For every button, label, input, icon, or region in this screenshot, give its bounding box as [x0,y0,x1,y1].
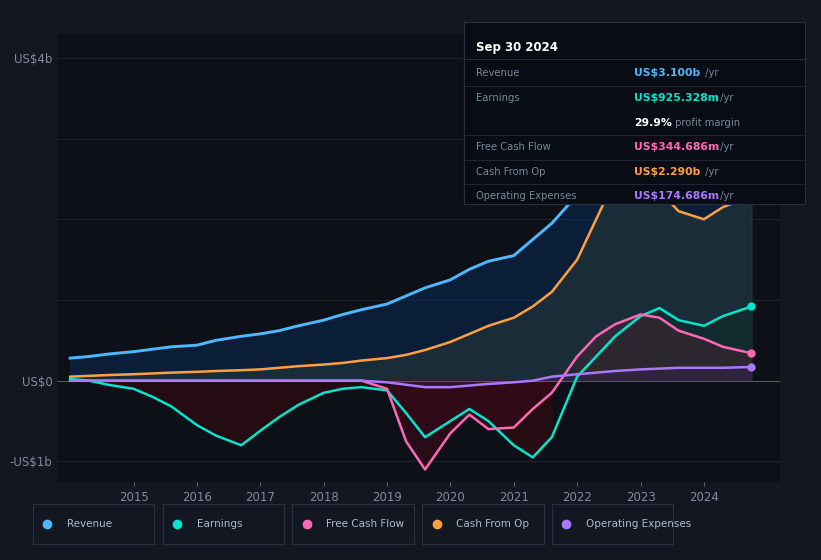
Text: Free Cash Flow: Free Cash Flow [476,142,551,152]
Text: US$925.328m: US$925.328m [635,93,719,103]
Text: US$344.686m: US$344.686m [635,142,719,152]
Text: Earnings: Earnings [476,93,520,103]
Text: US$174.686m: US$174.686m [635,191,719,201]
Text: Operating Expenses: Operating Expenses [476,191,576,201]
Text: US$2.290b: US$2.290b [635,167,700,176]
Text: profit margin: profit margin [672,118,740,128]
Text: Revenue: Revenue [67,519,112,529]
Text: Revenue: Revenue [476,68,519,78]
Text: Cash From Op: Cash From Op [476,167,545,176]
Text: Free Cash Flow: Free Cash Flow [326,519,405,529]
Text: Earnings: Earnings [196,519,242,529]
Text: /yr: /yr [717,142,733,152]
Text: /yr: /yr [717,93,733,103]
Text: Operating Expenses: Operating Expenses [585,519,691,529]
Text: 29.9%: 29.9% [635,118,672,128]
Text: Sep 30 2024: Sep 30 2024 [476,40,557,54]
Text: /yr: /yr [702,68,718,78]
Text: /yr: /yr [717,191,733,201]
Text: Cash From Op: Cash From Op [456,519,529,529]
Text: US$3.100b: US$3.100b [635,68,700,78]
Text: /yr: /yr [702,167,718,176]
